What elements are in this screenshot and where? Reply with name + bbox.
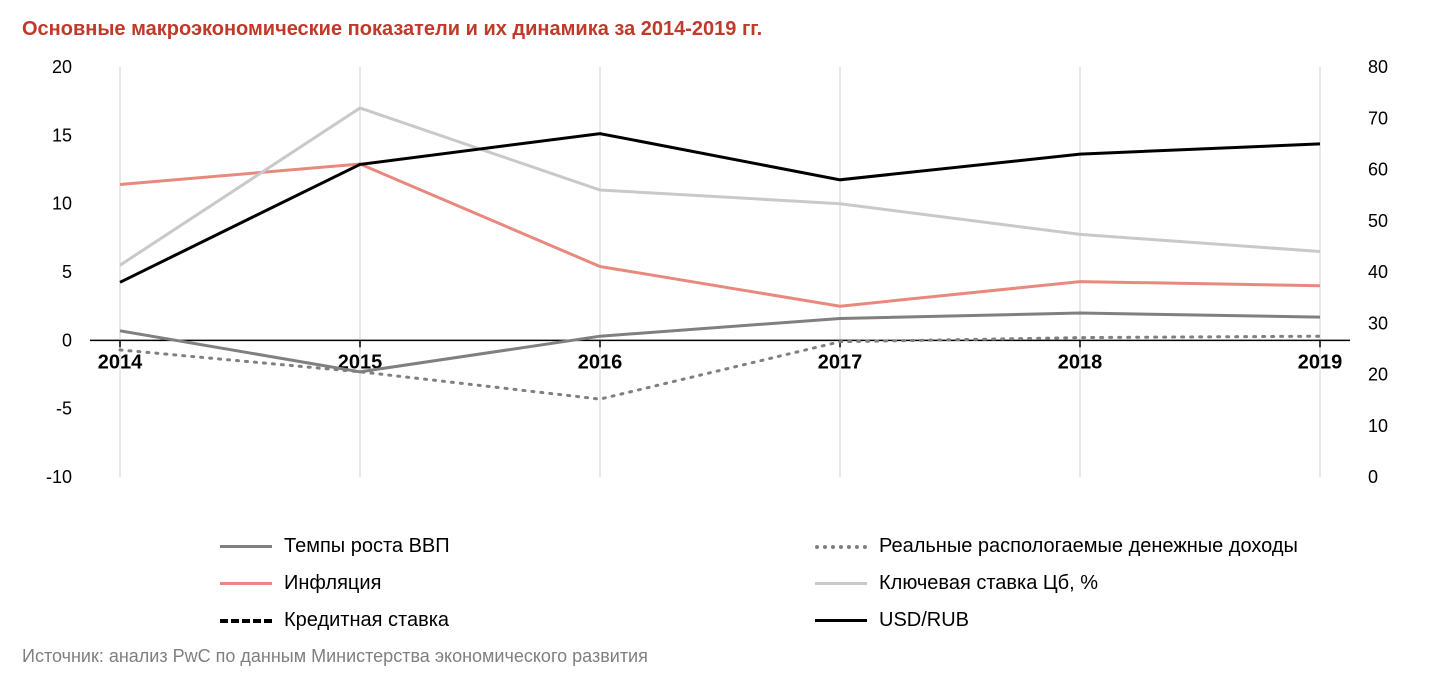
chart-area: -10-505101520010203040506070802014201520… bbox=[20, 47, 1420, 527]
legend-swatch bbox=[815, 619, 867, 622]
y-right-tick-label: 20 bbox=[1368, 365, 1388, 385]
legend-item-loan_rate: Кредитная ставка bbox=[220, 609, 775, 632]
y-right-tick-label: 80 bbox=[1368, 57, 1388, 77]
y-right-tick-label: 70 bbox=[1368, 108, 1388, 128]
y-right-tick-label: 50 bbox=[1368, 211, 1388, 231]
legend-swatch bbox=[815, 545, 867, 549]
x-category-label: 2016 bbox=[578, 351, 623, 373]
legend-label: Темпы роста ВВП bbox=[284, 535, 450, 558]
legend-item-usdrub: USD/RUB bbox=[815, 609, 1370, 632]
legend: Темпы роста ВВП Реальные распологаемые де… bbox=[220, 535, 1370, 632]
x-category-label: 2017 bbox=[818, 351, 863, 373]
chart-svg: -10-505101520010203040506070802014201520… bbox=[20, 47, 1420, 527]
legend-swatch bbox=[220, 545, 272, 548]
legend-label: Кредитная ставка bbox=[284, 609, 449, 632]
y-left-tick-label: 0 bbox=[62, 330, 72, 350]
y-left-tick-label: 15 bbox=[52, 125, 72, 145]
y-left-tick-label: -5 bbox=[56, 399, 72, 419]
y-right-tick-label: 40 bbox=[1368, 262, 1388, 282]
series-inflation bbox=[120, 164, 1320, 306]
y-left-tick-label: 10 bbox=[52, 194, 72, 214]
legend-label: Ключевая ставка Цб, % bbox=[879, 572, 1098, 595]
legend-swatch bbox=[815, 582, 867, 585]
y-right-tick-label: 10 bbox=[1368, 416, 1388, 436]
legend-item-income: Реальные распологаемые денежные доходы bbox=[815, 535, 1370, 558]
legend-item-inflation: Инфляция bbox=[220, 572, 775, 595]
legend-item-key_rate: Ключевая ставка Цб, % bbox=[815, 572, 1370, 595]
legend-item-gdp: Темпы роста ВВП bbox=[220, 535, 775, 558]
legend-label: Инфляция bbox=[284, 572, 381, 595]
series-usdrub bbox=[120, 134, 1320, 283]
x-category-label: 2018 bbox=[1058, 351, 1103, 373]
source-text: Источник: анализ PwC по данным Министерс… bbox=[22, 646, 1420, 667]
y-right-tick-label: 30 bbox=[1368, 313, 1388, 333]
x-category-label: 2019 bbox=[1298, 351, 1343, 373]
legend-label: USD/RUB bbox=[879, 609, 969, 632]
series-gdp bbox=[120, 313, 1320, 372]
chart-title: Основные макроэкономические показатели и… bbox=[22, 18, 1420, 41]
x-category-label: 2014 bbox=[98, 351, 143, 373]
legend-swatch bbox=[220, 582, 272, 585]
y-right-tick-label: 0 bbox=[1368, 467, 1378, 487]
legend-label: Реальные распологаемые денежные доходы bbox=[879, 535, 1298, 558]
y-left-tick-label: 5 bbox=[62, 262, 72, 282]
series-income bbox=[120, 336, 1320, 399]
y-right-tick-label: 60 bbox=[1368, 160, 1388, 180]
y-left-tick-label: 20 bbox=[52, 57, 72, 77]
series-key_rate bbox=[120, 108, 1320, 265]
legend-swatch bbox=[220, 619, 272, 623]
y-left-tick-label: -10 bbox=[46, 467, 72, 487]
